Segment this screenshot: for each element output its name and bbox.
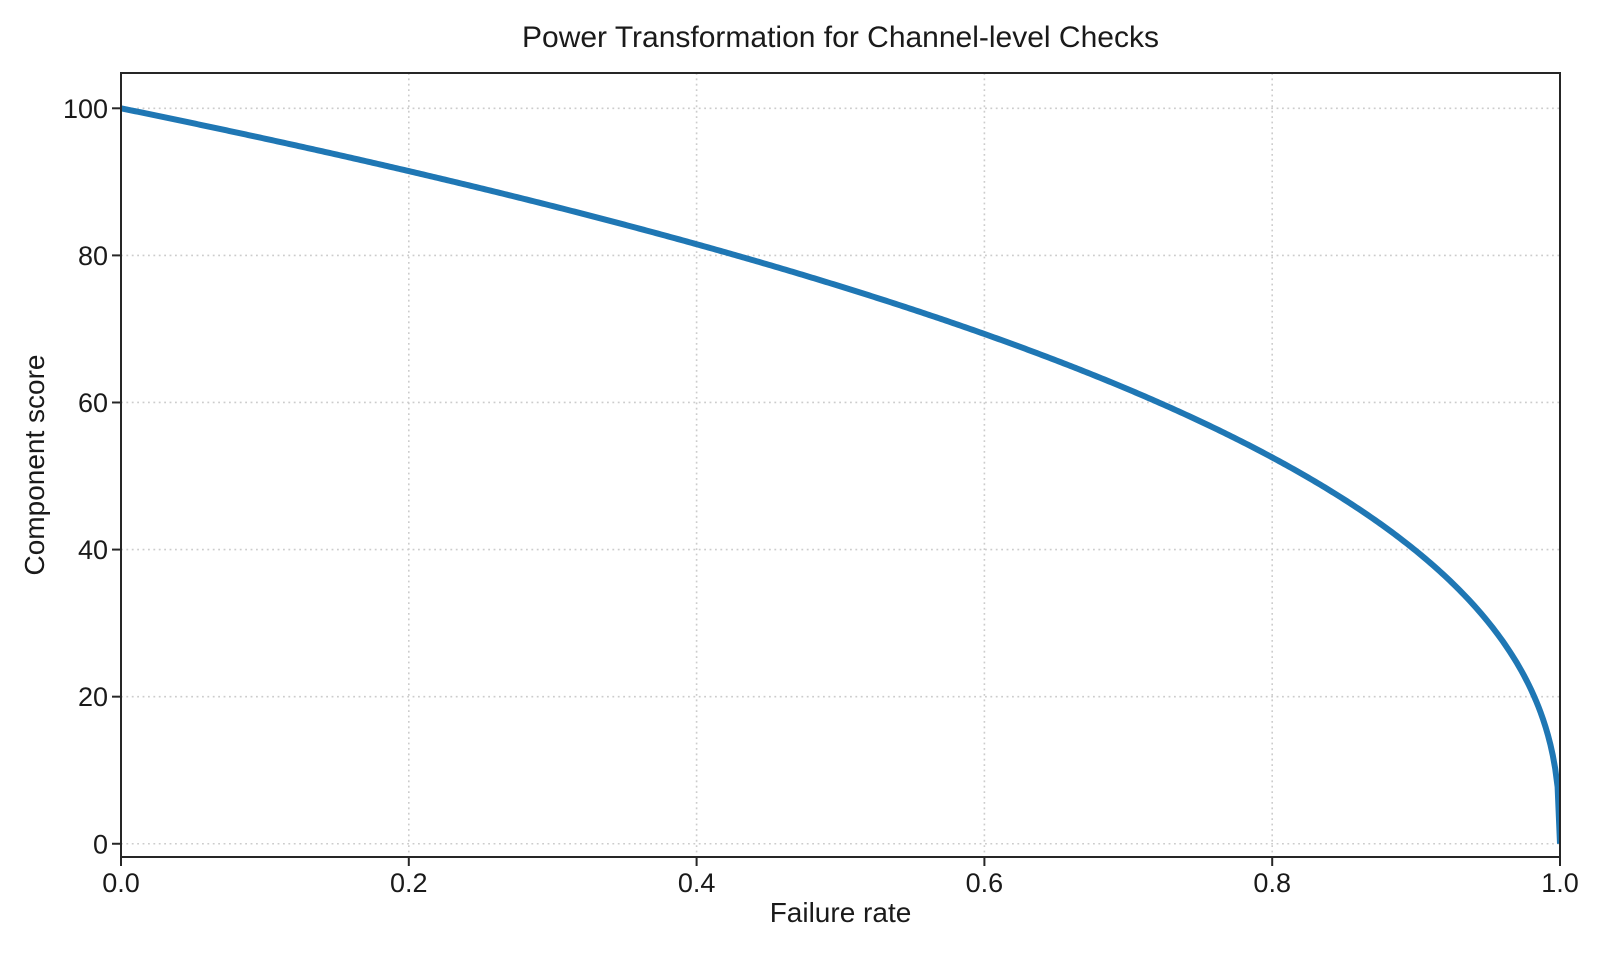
y-tick-label: 0	[93, 829, 108, 859]
y-tick-label: 20	[78, 682, 108, 712]
x-axis-label: Failure rate	[770, 897, 912, 928]
y-axis-label: Component score	[19, 354, 50, 575]
component-score-curve-line	[121, 105, 1560, 844]
y-tick-labels: 0 20 40 60 80 100	[63, 94, 108, 859]
y-tick-label: 100	[63, 94, 108, 124]
x-tick-label: 0.0	[102, 868, 140, 898]
y-tick-label: 40	[78, 535, 108, 565]
x-tick-label: 0.2	[390, 868, 428, 898]
y-tick-label: 80	[78, 241, 108, 271]
x-tick-label: 0.6	[966, 868, 1004, 898]
chart-title: Power Transformation for Channel-level C…	[522, 21, 1159, 54]
gridlines	[120, 73, 1561, 857]
x-tick-labels: 0.0 0.2 0.4 0.6 0.8 1.0	[102, 868, 1579, 898]
axis-ticks	[112, 107, 1561, 866]
x-tick-label: 0.4	[678, 868, 716, 898]
y-tick-label: 60	[78, 388, 108, 418]
data-series	[121, 105, 1560, 844]
plot-border	[120, 72, 1561, 858]
x-tick-label: 0.8	[1253, 868, 1291, 898]
x-tick-label: 1.0	[1541, 868, 1579, 898]
